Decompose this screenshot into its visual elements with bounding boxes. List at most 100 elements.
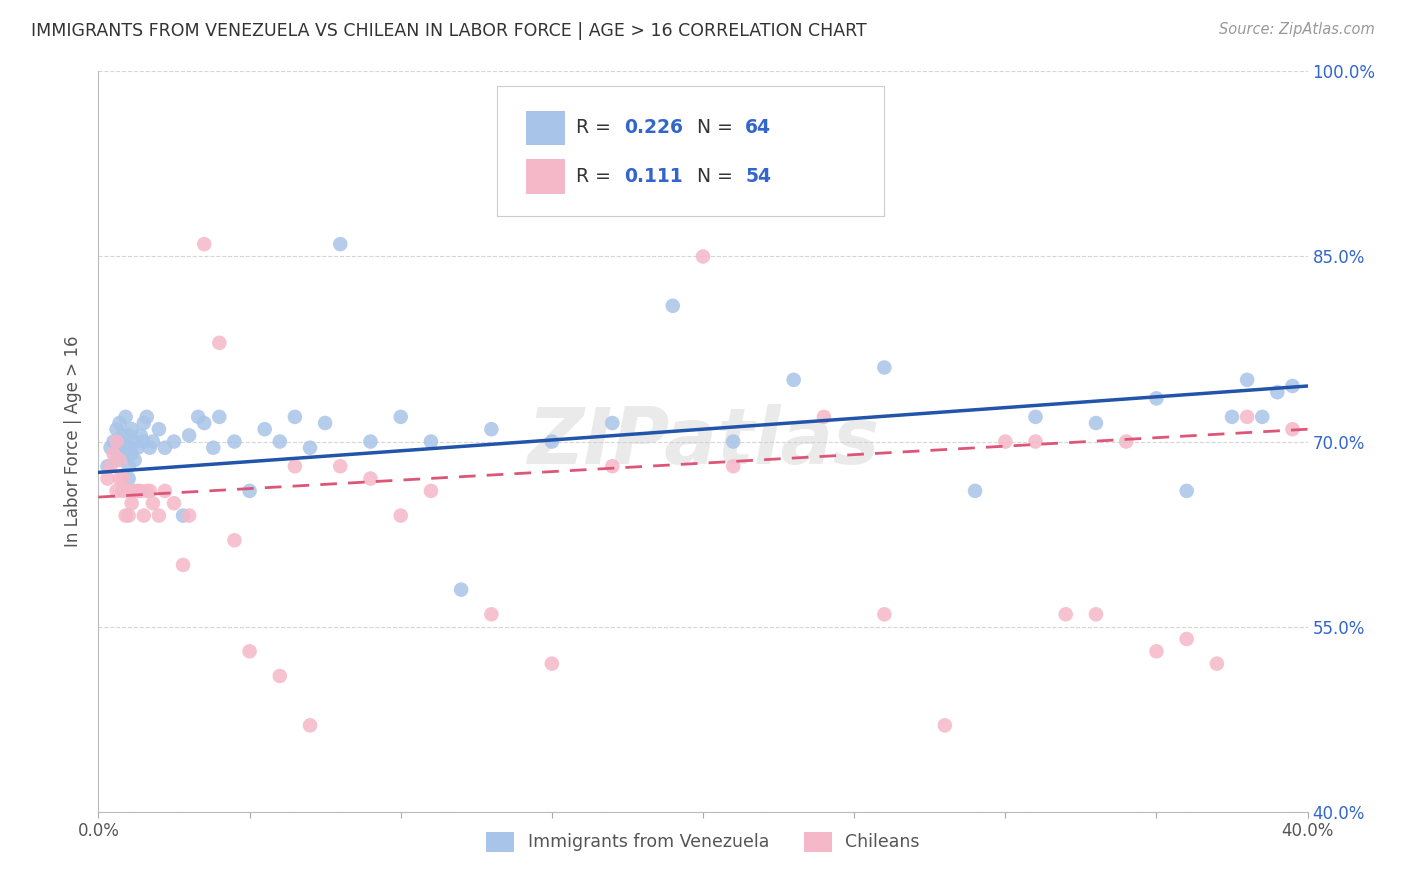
Point bbox=[299, 718, 322, 732]
Text: 0.226: 0.226 bbox=[624, 119, 683, 137]
Point bbox=[269, 434, 291, 449]
Text: N =: N = bbox=[697, 119, 738, 137]
Point bbox=[108, 434, 131, 449]
Point bbox=[1115, 434, 1137, 449]
Point bbox=[111, 471, 134, 485]
Point bbox=[129, 428, 152, 442]
Point bbox=[299, 441, 322, 455]
FancyBboxPatch shape bbox=[526, 159, 565, 194]
Point bbox=[208, 335, 231, 350]
Point bbox=[540, 657, 562, 671]
Point bbox=[1085, 416, 1108, 430]
Point bbox=[124, 483, 146, 498]
Point bbox=[148, 508, 170, 523]
Text: 64: 64 bbox=[745, 119, 772, 137]
Point bbox=[114, 409, 136, 424]
Point bbox=[540, 434, 562, 449]
Point bbox=[1206, 657, 1229, 671]
Point bbox=[114, 441, 136, 455]
Point bbox=[329, 459, 352, 474]
Point bbox=[202, 441, 225, 455]
Point bbox=[450, 582, 472, 597]
Point bbox=[179, 508, 201, 523]
Point bbox=[284, 409, 307, 424]
FancyBboxPatch shape bbox=[498, 87, 884, 216]
Point bbox=[1236, 373, 1258, 387]
Point bbox=[481, 422, 503, 436]
Text: R =: R = bbox=[576, 167, 623, 186]
Point bbox=[142, 496, 165, 510]
Point bbox=[111, 483, 134, 498]
Point bbox=[1281, 379, 1303, 393]
Point bbox=[420, 434, 443, 449]
Point bbox=[172, 508, 194, 523]
Point bbox=[142, 434, 165, 449]
Point bbox=[96, 471, 118, 485]
Point bbox=[118, 459, 141, 474]
Text: R =: R = bbox=[576, 119, 617, 137]
Point bbox=[1220, 409, 1243, 424]
Point bbox=[179, 428, 201, 442]
Point bbox=[934, 718, 956, 732]
Text: 0.111: 0.111 bbox=[624, 167, 683, 186]
Point bbox=[100, 459, 122, 474]
Point bbox=[284, 459, 307, 474]
Y-axis label: In Labor Force | Age > 16: In Labor Force | Age > 16 bbox=[65, 335, 83, 548]
Point bbox=[135, 409, 157, 424]
Point bbox=[111, 447, 134, 461]
Point bbox=[1281, 422, 1303, 436]
Point bbox=[723, 459, 745, 474]
Point bbox=[111, 428, 134, 442]
Point bbox=[329, 237, 352, 252]
Point bbox=[103, 447, 125, 461]
Text: ZIPatlas: ZIPatlas bbox=[527, 403, 879, 480]
Point bbox=[118, 483, 141, 498]
Point bbox=[135, 483, 157, 498]
Point bbox=[105, 453, 128, 467]
Point bbox=[163, 496, 186, 510]
Point bbox=[193, 416, 215, 430]
Point bbox=[1144, 644, 1167, 658]
Point bbox=[132, 434, 155, 449]
Point bbox=[121, 496, 143, 510]
Point bbox=[108, 453, 131, 467]
Point bbox=[118, 441, 141, 455]
Point bbox=[389, 409, 412, 424]
Point bbox=[105, 422, 128, 436]
Point bbox=[187, 409, 209, 424]
Point bbox=[100, 441, 122, 455]
Point bbox=[1054, 607, 1077, 622]
Point bbox=[121, 447, 143, 461]
Point bbox=[118, 428, 141, 442]
Point bbox=[96, 459, 118, 474]
Point bbox=[103, 434, 125, 449]
Point bbox=[148, 422, 170, 436]
Point bbox=[224, 434, 246, 449]
Point bbox=[121, 422, 143, 436]
Point bbox=[172, 558, 194, 572]
Point bbox=[139, 483, 162, 498]
Point bbox=[1175, 483, 1198, 498]
Point bbox=[118, 471, 141, 485]
Point bbox=[193, 237, 215, 252]
Point bbox=[873, 607, 896, 622]
Point bbox=[1251, 409, 1274, 424]
Point bbox=[153, 483, 176, 498]
Point bbox=[389, 508, 412, 523]
Point bbox=[139, 441, 162, 455]
Point bbox=[124, 434, 146, 449]
Point bbox=[1024, 434, 1046, 449]
Point bbox=[108, 471, 131, 485]
Point bbox=[1085, 607, 1108, 622]
Point bbox=[360, 471, 382, 485]
Point bbox=[602, 416, 624, 430]
FancyBboxPatch shape bbox=[526, 111, 565, 145]
Point bbox=[360, 434, 382, 449]
Point bbox=[661, 299, 683, 313]
Point bbox=[994, 434, 1017, 449]
Point bbox=[224, 533, 246, 548]
Point bbox=[105, 483, 128, 498]
Point bbox=[1175, 632, 1198, 646]
Point bbox=[420, 483, 443, 498]
Text: 54: 54 bbox=[745, 167, 772, 186]
